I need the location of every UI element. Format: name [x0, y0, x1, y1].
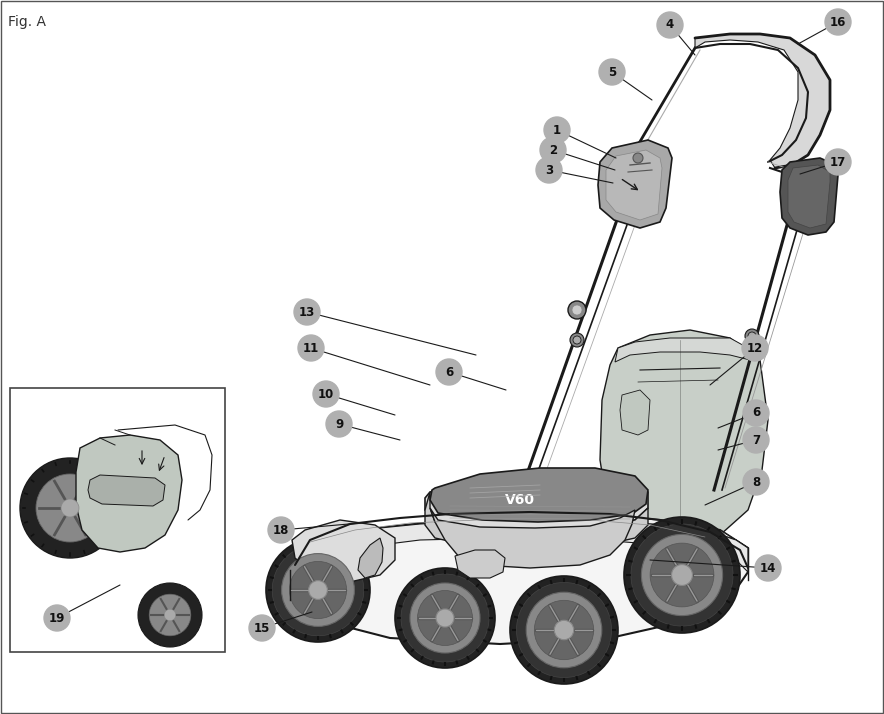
Circle shape: [289, 561, 347, 618]
Polygon shape: [606, 150, 662, 220]
Circle shape: [748, 332, 756, 340]
Polygon shape: [788, 165, 830, 228]
Circle shape: [436, 609, 454, 627]
Circle shape: [282, 553, 354, 626]
Circle shape: [272, 544, 363, 635]
Polygon shape: [598, 140, 672, 228]
Polygon shape: [425, 492, 648, 550]
Text: 8: 8: [752, 476, 760, 488]
Polygon shape: [455, 550, 505, 578]
Circle shape: [743, 400, 769, 426]
Circle shape: [268, 517, 294, 543]
Circle shape: [544, 117, 570, 143]
Circle shape: [650, 543, 714, 607]
Circle shape: [672, 565, 692, 585]
Text: 2: 2: [549, 144, 557, 156]
Text: 7: 7: [752, 433, 760, 446]
Polygon shape: [695, 34, 830, 168]
Circle shape: [657, 12, 683, 38]
Circle shape: [516, 583, 612, 678]
Text: 16: 16: [830, 16, 846, 29]
Circle shape: [536, 157, 562, 183]
Circle shape: [745, 329, 759, 343]
Circle shape: [825, 9, 851, 35]
Text: 12: 12: [747, 341, 763, 354]
Polygon shape: [88, 475, 165, 506]
Polygon shape: [430, 508, 635, 568]
Circle shape: [534, 600, 594, 660]
Text: 11: 11: [303, 341, 319, 354]
Bar: [10, 388, 225, 652]
Polygon shape: [615, 338, 750, 362]
Text: 3: 3: [545, 164, 553, 176]
Text: 15: 15: [254, 621, 271, 635]
Circle shape: [138, 583, 202, 647]
Polygon shape: [600, 330, 768, 545]
Polygon shape: [358, 538, 383, 578]
Circle shape: [743, 469, 769, 495]
Circle shape: [164, 609, 176, 620]
Text: 4: 4: [666, 19, 674, 31]
Circle shape: [510, 576, 618, 684]
Text: 17: 17: [830, 156, 846, 169]
Polygon shape: [430, 468, 648, 522]
Polygon shape: [425, 474, 648, 530]
Circle shape: [266, 538, 370, 642]
Text: 13: 13: [299, 306, 315, 318]
Circle shape: [526, 592, 602, 668]
Circle shape: [570, 333, 584, 347]
Circle shape: [572, 305, 582, 315]
Circle shape: [825, 149, 851, 175]
Circle shape: [573, 336, 581, 344]
Circle shape: [436, 359, 462, 385]
Circle shape: [631, 524, 733, 626]
Text: Fig. A: Fig. A: [8, 15, 46, 29]
Circle shape: [298, 335, 324, 361]
Polygon shape: [76, 435, 182, 552]
Circle shape: [633, 153, 643, 163]
Polygon shape: [620, 390, 650, 435]
Circle shape: [149, 594, 191, 635]
Circle shape: [742, 335, 768, 361]
Circle shape: [624, 517, 740, 633]
Text: 1: 1: [552, 124, 561, 136]
Text: 10: 10: [318, 388, 334, 401]
Circle shape: [554, 620, 574, 640]
Circle shape: [599, 59, 625, 85]
Text: 6: 6: [752, 406, 760, 420]
Text: 14: 14: [760, 561, 776, 575]
Circle shape: [44, 605, 70, 631]
Text: 9: 9: [335, 418, 343, 431]
Polygon shape: [285, 516, 748, 644]
Polygon shape: [292, 520, 395, 582]
Text: V60: V60: [505, 493, 535, 507]
Text: 18: 18: [273, 523, 289, 536]
Circle shape: [326, 411, 352, 437]
Circle shape: [61, 499, 79, 517]
Circle shape: [294, 299, 320, 325]
Circle shape: [395, 568, 495, 668]
Polygon shape: [380, 520, 748, 572]
Circle shape: [540, 137, 566, 163]
Text: 6: 6: [445, 366, 453, 378]
Circle shape: [20, 458, 120, 558]
Circle shape: [36, 474, 104, 542]
Circle shape: [642, 534, 722, 615]
Circle shape: [313, 381, 339, 407]
Circle shape: [568, 301, 586, 319]
Circle shape: [410, 583, 480, 653]
Circle shape: [249, 615, 275, 641]
Text: 5: 5: [608, 66, 616, 79]
Circle shape: [309, 580, 327, 599]
Circle shape: [417, 590, 473, 645]
Circle shape: [401, 574, 489, 662]
Polygon shape: [780, 158, 838, 235]
Circle shape: [743, 427, 769, 453]
Polygon shape: [380, 516, 748, 548]
Circle shape: [755, 555, 781, 581]
Text: 19: 19: [49, 611, 65, 625]
